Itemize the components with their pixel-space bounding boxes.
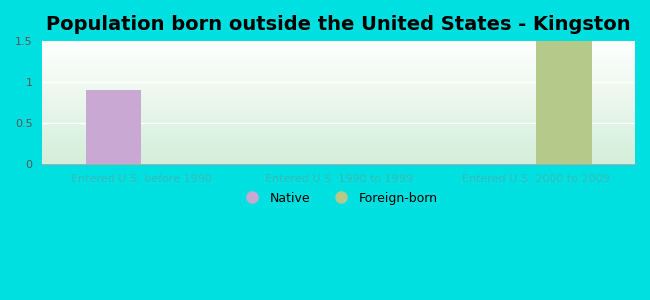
Bar <box>86 90 141 164</box>
Bar <box>536 41 592 164</box>
Legend: Native, Foreign-born: Native, Foreign-born <box>235 187 443 210</box>
Title: Population born outside the United States - Kingston: Population born outside the United State… <box>46 15 631 34</box>
